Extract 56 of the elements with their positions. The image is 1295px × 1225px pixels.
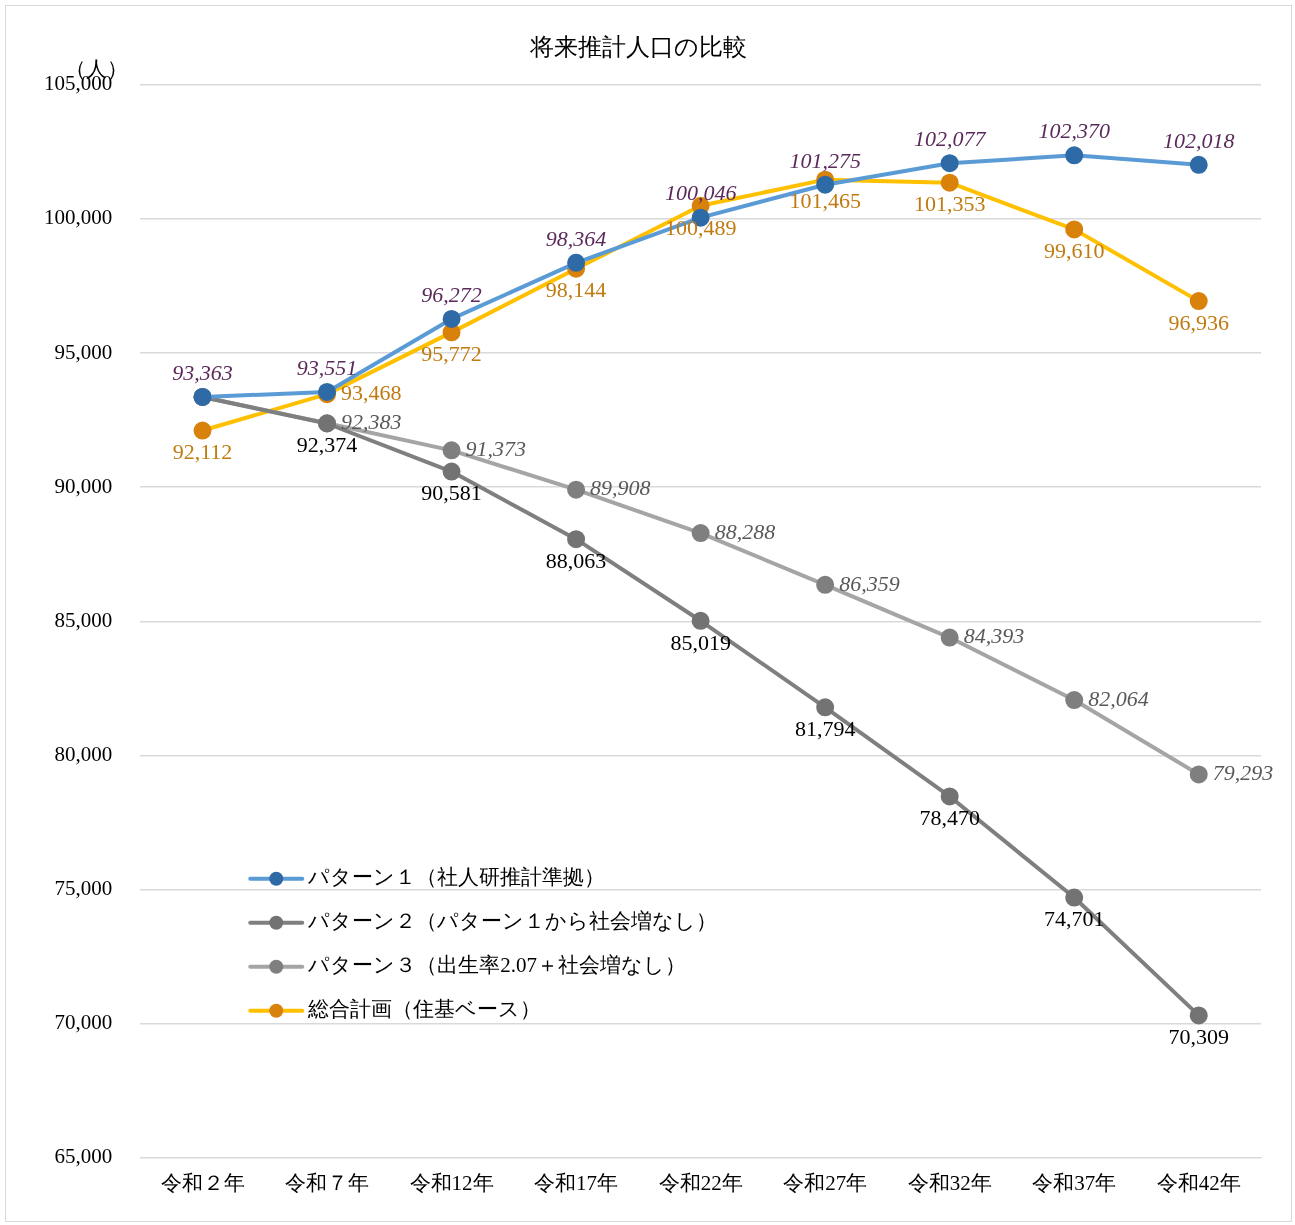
data-label: 101,465 [789,188,861,214]
y-tick-label: 90,000 [54,473,113,498]
data-label: 93,551 [296,354,358,380]
data-label: 100,046 [664,180,737,206]
data-label: 99,610 [1043,238,1105,264]
y-tick-label: 65,000 [54,1144,113,1169]
chart-title: 将来推計人口の比較 [529,33,747,60]
y-tick-label: 70,000 [54,1010,113,1035]
y-tick-label: 80,000 [54,741,113,766]
data-label: 101,353 [913,191,986,217]
data-label: 101,275 [789,147,861,173]
data-label: 92,383 [341,409,402,435]
x-tick-label: 令和32年 [907,1170,992,1195]
data-label: 91,373 [465,436,527,462]
x-tick-label: 令和22年 [658,1170,743,1195]
legend-label: 総合計画（住基ベース） [307,997,542,1022]
data-label: 74,701 [1043,906,1105,932]
data-label: 102,077 [913,125,987,151]
data-label: 98,364 [545,225,607,251]
legend-label: パターン２（パターン１から社会増なし） [307,909,718,934]
x-tick-label: 令和37年 [1032,1170,1117,1195]
y-tick-label: 85,000 [54,607,113,632]
legend-label: パターン１（社人研推計準拠） [307,865,606,890]
x-tick-label: 令和27年 [783,1170,868,1195]
data-label: 102,018 [1162,127,1235,153]
data-label: 92,112 [172,439,233,465]
data-label: 93,363 [172,359,233,385]
data-label: 82,064 [1088,685,1149,711]
data-label: 88,063 [545,547,607,573]
data-label: 98,144 [545,277,607,303]
data-label: 86,359 [839,570,900,596]
data-label: 96,272 [421,281,482,307]
x-tick-label: 令和42年 [1156,1170,1241,1195]
data-label: 78,470 [919,805,980,831]
data-label: 70,309 [1168,1024,1229,1050]
data-label: 81,794 [794,716,856,742]
data-label: 84,393 [963,623,1025,649]
data-label: 85,019 [670,629,731,655]
x-tick-label: 令和17年 [534,1170,619,1195]
data-label: 92,374 [296,432,358,458]
data-label: 102,370 [1038,118,1110,144]
data-label: 96,936 [1168,309,1229,335]
x-tick-label: 令和12年 [409,1170,494,1195]
data-label: 93,468 [341,379,402,405]
data-label: 89,908 [590,475,651,501]
data-label: 88,288 [714,518,776,544]
data-label: 100,489 [664,214,737,240]
data-label: 90,581 [421,480,482,506]
x-tick-label: 令和７年 [285,1170,370,1195]
y-tick-label: 95,000 [54,339,113,364]
y-tick-label: 100,000 [44,205,113,230]
data-label: 95,772 [421,341,482,367]
data-label: 79,293 [1212,760,1274,786]
x-tick-label: 令和２年 [160,1170,245,1195]
legend-label: パターン３（出生率2.07＋社会増なし） [307,953,686,978]
y-tick-label: 75,000 [54,876,113,901]
